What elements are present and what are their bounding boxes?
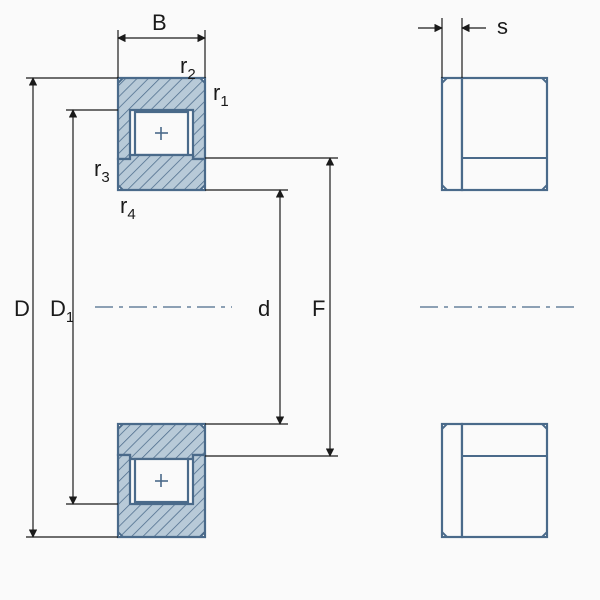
- label-s: s: [497, 14, 508, 39]
- label-r3: r3: [94, 156, 110, 186]
- label-B: B: [152, 10, 167, 35]
- label-r4: r4: [120, 193, 136, 223]
- label-d: d: [258, 296, 270, 321]
- front-section-view: [95, 78, 232, 537]
- label-D1: D1: [50, 296, 74, 326]
- label-D: D: [14, 296, 30, 321]
- side-view: [420, 78, 575, 537]
- label-F: F: [312, 296, 325, 321]
- label-r1: r1: [213, 80, 229, 110]
- dimension-labels: D D1 B d F s r1 r2 r3 r4: [14, 10, 508, 326]
- bearing-diagram: D D1 B d F s r1 r2 r3 r4: [0, 0, 600, 600]
- dimensions: [26, 18, 486, 537]
